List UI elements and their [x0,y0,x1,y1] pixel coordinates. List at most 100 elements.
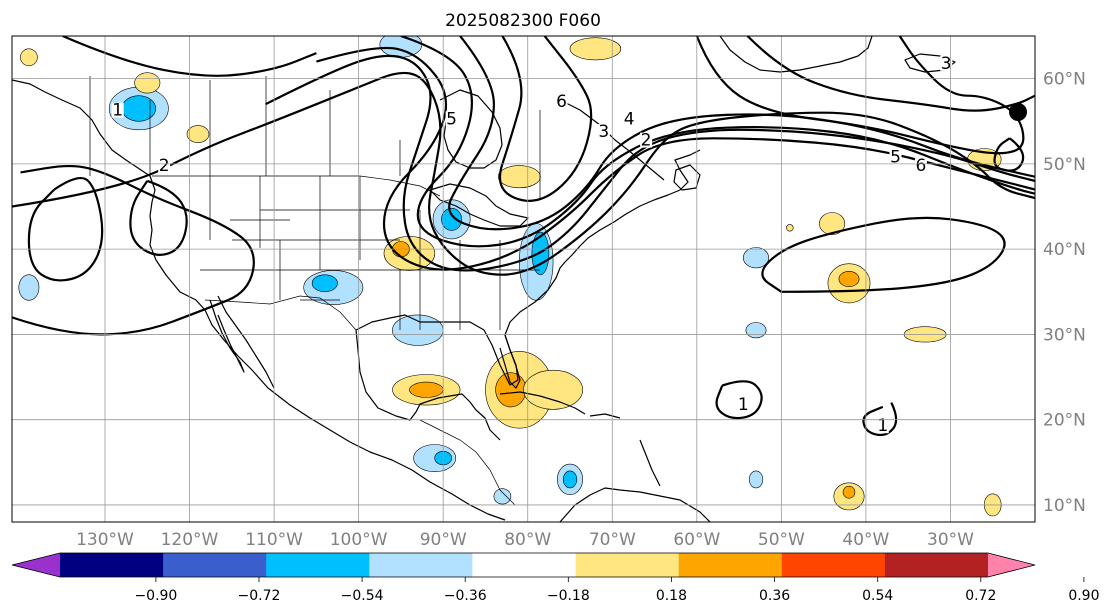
shaded-region-14 [742,247,769,269]
shaded-region-22 [409,381,444,398]
y-tick-label: 20°N [1043,411,1086,431]
colorbar-tick-label: −0.18 [547,588,590,604]
contour-trough-6 [498,36,593,202]
contour-label-bg [737,396,750,412]
coastline-pacific [12,79,506,521]
x-tick-label: 70°W [589,530,636,550]
contour-label-4: 4 [624,109,635,129]
contour-north-arc [62,36,317,77]
shaded-region-12 [562,470,578,489]
shaded-region-26 [523,369,584,410]
shaded-region-13 [493,488,512,505]
coastline-great-lakes [429,183,529,227]
shaded-region-39 [569,37,622,61]
coastline-florida [499,334,521,389]
colorbar-bin-3 [369,553,473,577]
colorbar-tick-label: 0.72 [965,588,996,604]
colorbar: −0.90 −0.72 −0.54 −0.36 −0.18 0.18 0.36 0.54 0.7… [11,552,1099,604]
shaded-region-30 [819,212,846,236]
contour-label-1: 2 [159,156,170,176]
colorbar-tick-label: 0.54 [862,588,893,604]
coastline-hispaniola [589,413,621,419]
colorbar-tick-label: −0.72 [238,588,281,604]
colorbar-bin-0 [60,553,164,577]
x-tick-label: 50°W [758,530,805,550]
contour-trough-3 [316,46,1035,271]
contour-closed-5 [993,137,1025,172]
contour-closed-4 [862,402,898,437]
contour-trough-2 [265,54,1035,272]
colorbar-bin-1 [163,553,267,577]
x-axis-ticks: 130°W 120°W 110°W 100°W 90°W 80°W 70°W 60°W 50°W… [76,530,974,550]
x-tick-label: 110°W [245,530,303,550]
border-mexico-central [419,419,516,506]
y-tick-label: 50°N [1043,155,1086,175]
x-tick-label: 40°W [842,530,889,550]
coastline-cuba [499,391,586,415]
chart-title: 2025082300 F060 [445,11,601,31]
coastline-south-america [559,487,711,522]
contour-label-7: 3 [941,54,952,74]
x-tick-label: 60°W [673,530,720,550]
x-tick-label: 130°W [76,530,134,550]
colorbar-tick-label: 0.36 [759,588,790,604]
shaded-region-37 [186,125,210,143]
colorbar-tick-label: −0.90 [134,588,177,604]
contour-layer [12,36,1035,437]
contour-label-0: 1 [112,101,123,121]
x-tick-label: 30°W [927,530,974,550]
coastline-hudson-bay [439,89,503,169]
y-tick-label: 30°N [1043,325,1086,345]
shaded-region-27 [497,165,541,189]
colorbar-bin-7 [781,553,886,577]
contour-label-bg [445,111,458,127]
contour-label-9: 5 [446,109,457,129]
shaded-region-5 [311,274,338,293]
shaded-region-1 [121,95,157,122]
shaded-region-29 [838,270,860,287]
contour-label-bg [640,132,653,148]
shaded-region-19 [383,235,436,271]
x-tick-label: 90°W [420,530,467,550]
contour-label-bg [914,158,927,174]
border-canada-provinces [89,76,541,200]
contour-label-bg [111,102,124,118]
contour-label-bg [876,418,889,434]
coastline-lesser-antilles [639,439,661,487]
contour-closed-1 [27,177,104,282]
border-states [200,176,540,330]
shaded-region-17 [18,274,40,301]
contour-label-6: 6 [915,156,926,176]
colorbar-extend-high [988,553,1035,577]
shaded-region-3 [441,207,463,231]
colorbar-bin-2 [266,553,370,577]
contour-label-3: 3 [598,122,609,142]
contour-label-2: 2 [641,131,652,151]
colorbar-tick-label: −0.36 [444,588,487,604]
colorbar-tick-label: 0.90 [1068,588,1099,604]
contour-label-11: 1 [877,416,888,436]
colorbar-bin-8 [884,553,989,577]
contour-label-5: 5 [890,148,901,168]
coastline-layer [12,36,956,522]
shaded-region-33 [842,485,856,499]
colorbar-bin-4 [472,553,576,577]
colorbar-bin-5 [575,553,680,577]
contour-label-bg [940,55,953,71]
y-tick-label: 60°N [1043,70,1086,90]
y-axis-ticks: 60°N 50°N 40°N 30°N 20°N 10°N [1043,70,1086,516]
contour-sw-arc [12,164,255,336]
contour-label-10: 1 [738,395,749,415]
shaded-region-16 [748,470,764,489]
x-tick-label: 100°W [330,530,388,550]
border-us-mexico [204,295,357,331]
contour-label-bg [889,149,902,165]
colorbar-outline [11,552,1036,578]
colorbar-tick-label: −0.54 [341,588,384,604]
gridlines [12,36,1035,522]
coastline-newfoundland [673,164,701,191]
contour-trough-1 [12,71,1035,276]
